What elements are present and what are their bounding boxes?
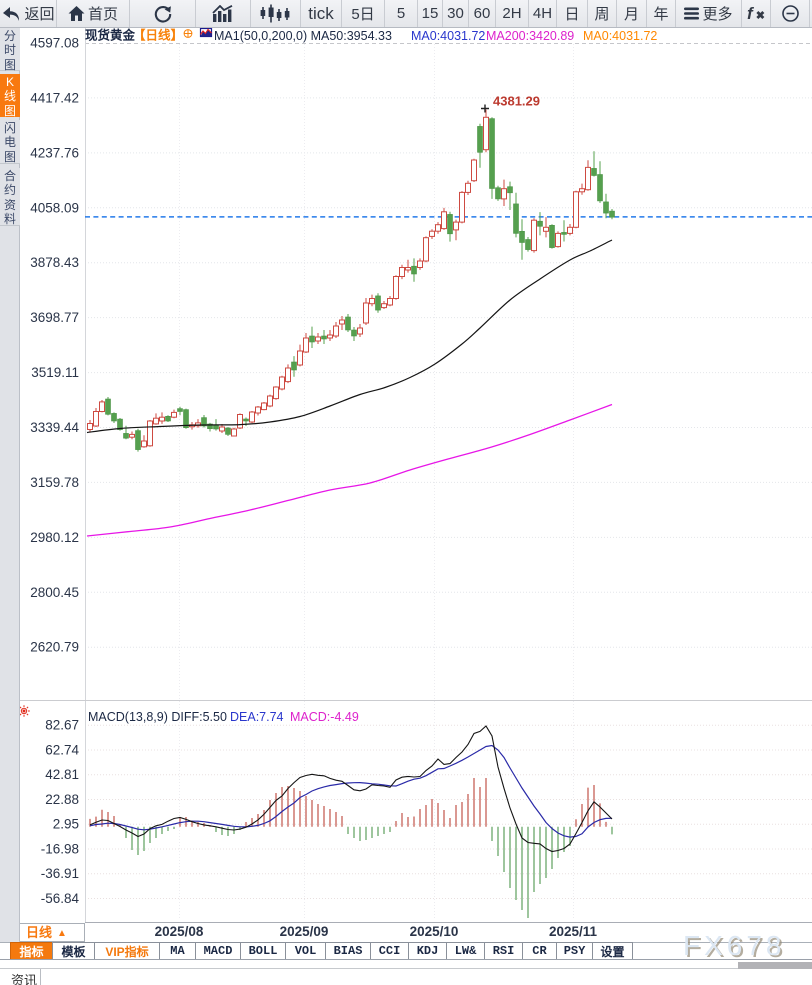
svg-text:3159.78: 3159.78 [30, 475, 79, 490]
svg-text:MACD:-4.49: MACD:-4.49 [290, 710, 359, 724]
svg-text:62.74: 62.74 [45, 743, 79, 758]
svg-text:MA0:4031.72: MA0:4031.72 [583, 29, 657, 43]
svg-text:MACD(13,8,9) DIFF:5.50: MACD(13,8,9) DIFF:5.50 [88, 710, 227, 724]
svg-text:MA0:4031.72: MA0:4031.72 [411, 29, 485, 43]
svg-text:3519.11: 3519.11 [31, 365, 79, 380]
svg-text:DEA:7.74: DEA:7.74 [230, 710, 284, 724]
svg-text:MA200:3420.89: MA200:3420.89 [486, 29, 574, 43]
svg-text:2980.12: 2980.12 [30, 530, 79, 545]
svg-text:22.88: 22.88 [45, 792, 79, 807]
svg-text:4417.42: 4417.42 [30, 90, 79, 105]
svg-text:-36.91: -36.91 [41, 866, 79, 881]
svg-text:-16.98: -16.98 [41, 842, 79, 857]
svg-text:现货黄金: 现货黄金 [85, 28, 136, 43]
svg-text:3878.43: 3878.43 [30, 255, 79, 270]
svg-text:2.95: 2.95 [53, 817, 79, 832]
svg-text:4597.08: 4597.08 [30, 36, 79, 51]
svg-text:2620.79: 2620.79 [30, 640, 79, 655]
svg-text:4058.09: 4058.09 [30, 200, 79, 215]
svg-text:日线: 日线 [26, 925, 52, 940]
svg-text:▲: ▲ [57, 928, 67, 939]
svg-text:【日线】: 【日线】 [133, 28, 183, 43]
svg-text:4381.29: 4381.29 [493, 94, 540, 109]
svg-text:42.81: 42.81 [45, 767, 79, 782]
svg-text:-56.84: -56.84 [41, 891, 80, 906]
svg-text:2025/10: 2025/10 [410, 924, 459, 939]
svg-text:2025/08: 2025/08 [155, 924, 204, 939]
svg-text:82.67: 82.67 [45, 718, 79, 733]
svg-text:MA1(50,0,200,0) MA50:3954.33: MA1(50,0,200,0) MA50:3954.33 [214, 29, 392, 43]
svg-text:2800.45: 2800.45 [30, 585, 79, 600]
svg-text:3698.77: 3698.77 [30, 310, 79, 325]
svg-text:2025/11: 2025/11 [549, 924, 598, 939]
svg-text:3339.44: 3339.44 [30, 420, 79, 435]
svg-text:4237.76: 4237.76 [30, 145, 79, 160]
svg-text:2025/09: 2025/09 [280, 924, 329, 939]
